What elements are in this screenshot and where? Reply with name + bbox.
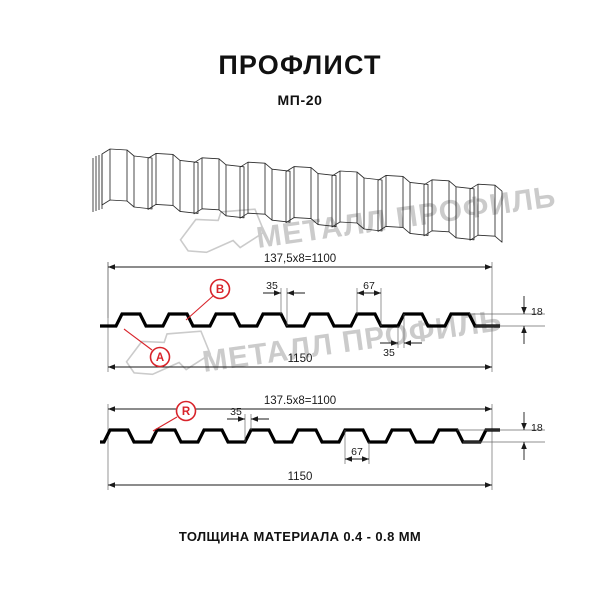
extension-lines-bottom xyxy=(107,404,493,490)
dimension-pitch-bottom-label: 137.5x8=1100 xyxy=(264,395,336,407)
dimension-rib-top-35: 35 xyxy=(263,280,305,326)
dimension-overall-top-1150: 1150 xyxy=(108,353,492,370)
marker-b: B xyxy=(185,278,231,321)
dimension-height-18-bottom: 18 xyxy=(457,412,545,460)
dimension-height-18-top-label: 18 xyxy=(531,306,543,318)
footer-block: ТОЛЩИНА МАТЕРИАЛА 0.4 - 0.8 ММ xyxy=(0,529,600,544)
dimension-overall-bottom-1150: 1150 xyxy=(108,471,492,488)
dimension-rib-bottom-35-label: 35 xyxy=(383,347,395,359)
title-block: ПРОФЛИСТ МП-20 xyxy=(0,50,600,109)
dimension-rib-top-35-bottom: 35 xyxy=(227,406,269,442)
marker-r: R xyxy=(152,400,197,432)
dimension-overall-bottom-1150-label: 1150 xyxy=(288,471,313,483)
dimension-pitch-bottom: 137.5x8=1100 xyxy=(108,395,492,412)
dimension-height-18-top: 18 xyxy=(469,296,545,344)
marker-r-label: R xyxy=(182,406,191,418)
dimension-rib-bottom-35: 35 xyxy=(380,314,422,359)
dimension-pitch-top-label: 137,5x8=1100 xyxy=(264,253,336,265)
dimension-rib-top-35-bottom-label: 35 xyxy=(230,406,242,418)
extension-lines-top xyxy=(107,262,493,372)
dimension-rib-spacing-67-bottom-label: 67 xyxy=(351,446,363,458)
profile-outline-top xyxy=(100,312,500,328)
cross-section-bottom: 137.5x8=1100 35 xyxy=(100,395,545,490)
dimension-rib-spacing-67: 67 xyxy=(356,280,382,326)
dimension-rib-spacing-67-bottom: 67 xyxy=(344,430,370,464)
dimension-rib-spacing-67-label: 67 xyxy=(363,280,375,292)
isometric-corrugated-sheet-view xyxy=(92,148,503,243)
dimension-pitch-top: 137,5x8=1100 xyxy=(108,253,492,270)
marker-a-label: A xyxy=(156,352,164,364)
material-thickness-note: ТОЛЩИНА МАТЕРИАЛА 0.4 - 0.8 ММ xyxy=(178,529,422,544)
dimension-overall-top-1150-label: 1150 xyxy=(288,353,313,365)
cross-section-top: 137,5x8=1100 35 xyxy=(100,253,545,372)
marker-a: A xyxy=(123,328,171,368)
profile-outline-bottom xyxy=(100,428,500,444)
page-subtitle: МП-20 xyxy=(277,92,323,108)
marker-b-label: B xyxy=(216,284,224,296)
watermark-upper: МЕТАЛЛ ПРОФИЛЬ xyxy=(179,180,558,255)
page-title: ПРОФЛИСТ xyxy=(218,50,382,80)
dimension-height-18-bottom-label: 18 xyxy=(531,422,543,434)
metal-profil-logo xyxy=(125,330,212,376)
dimension-rib-top-35-label: 35 xyxy=(266,280,278,292)
metal-profil-logo xyxy=(179,208,266,254)
